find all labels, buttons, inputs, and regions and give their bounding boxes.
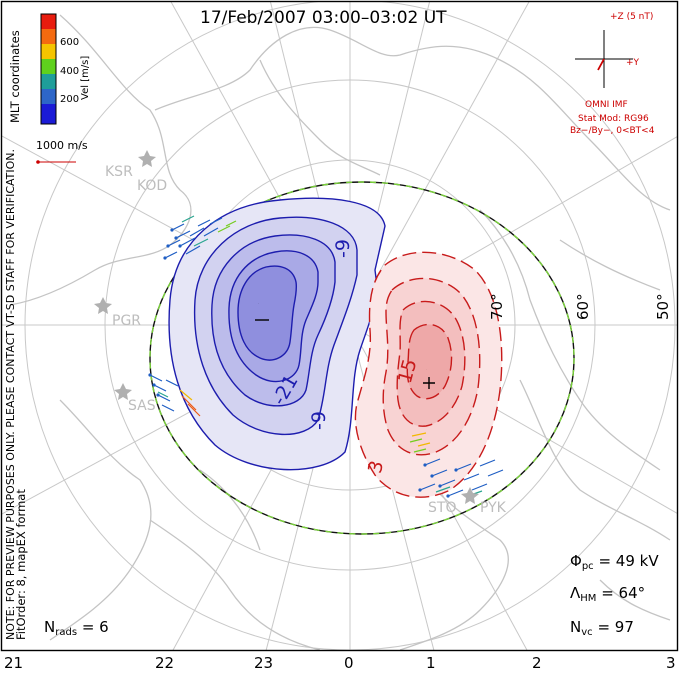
- coastlines: [9, 14, 671, 650]
- stat-model: Stat Mod: RG96: [578, 114, 649, 124]
- contour-label-neg-9-top: -9: [332, 239, 354, 258]
- radar-site-markers: [94, 150, 479, 504]
- heppner-maynard-latitude: ΛHM = 64°: [570, 584, 646, 604]
- radar-count: Nrads = 6: [44, 618, 109, 638]
- mlt-axis-0: 0: [344, 654, 354, 672]
- mlt-axis-23: 23: [254, 654, 274, 672]
- radar-site-pyk: PYK: [480, 500, 506, 516]
- colorbar-tick-200: 200: [60, 94, 80, 105]
- mlt-coordinates-label: MLT coordinates: [8, 30, 22, 123]
- mlt-axis-21: 21: [4, 654, 24, 672]
- colorbar-tick-400: 400: [60, 66, 80, 77]
- mlt-axis-22: 22: [155, 654, 175, 672]
- radar-site-kod: KOD: [137, 178, 168, 194]
- velocity-vectors: [148, 215, 504, 498]
- imf-condition: Bz−/By−, 0<BT<4: [570, 126, 655, 136]
- cross-polar-potential: Φpc = 49 kV: [570, 552, 659, 572]
- contour-label-neg-9-bottom: -9: [308, 411, 330, 430]
- plot-frame: [0, 0, 679, 652]
- scale-vector-label: 1000 m/s: [36, 139, 88, 152]
- colorbar-tick-600: 600: [60, 37, 80, 48]
- radar-site-sto: STO: [428, 500, 457, 516]
- radar-site-sas: SAS: [128, 398, 156, 414]
- lat-label-60: 60°: [574, 293, 592, 320]
- lat-label-70: 70°: [488, 293, 506, 320]
- negative-potential-cell: [168, 197, 386, 471]
- map-title: 17/Feb/2007 03:00–03:02 UT: [200, 8, 447, 28]
- mlt-axis-1: 1: [426, 654, 436, 672]
- scale-vector: [36, 160, 76, 164]
- radar-site-ksr: KSR: [105, 164, 133, 180]
- positive-potential-cell: [354, 251, 503, 498]
- imf-y-label: +Y: [626, 58, 640, 68]
- imf-z-label: +Z (5 nT): [610, 12, 654, 22]
- max-marker: +: [426, 370, 427, 371]
- colorbar-label: Vel [m/s]: [80, 55, 91, 100]
- mlt-axis-3: 3: [666, 654, 676, 672]
- imf-dial: [575, 30, 633, 88]
- fit-order-note: FitOrder: 8, mapEX format: [14, 489, 28, 640]
- vector-count: Nvc = 97: [570, 618, 634, 638]
- mlt-axis-2: 2: [532, 654, 542, 672]
- min-marker: −: [258, 304, 259, 305]
- radar-site-pgr: PGR: [112, 313, 142, 329]
- colorbar: [40, 13, 57, 125]
- imf-source: OMNI IMF: [585, 100, 628, 110]
- lat-label-50: 50°: [654, 293, 672, 320]
